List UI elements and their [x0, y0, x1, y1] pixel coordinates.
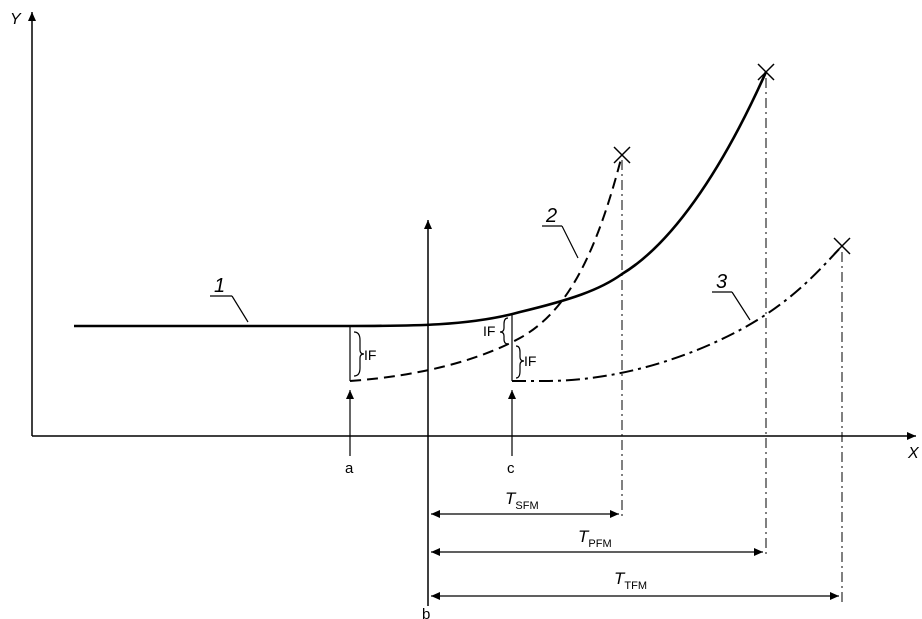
- if-label-a: IF: [364, 347, 376, 363]
- if-bracket-a: [349, 326, 365, 381]
- if-label-c-upper: IF: [483, 323, 495, 339]
- failure-marker-3: [833, 237, 851, 255]
- curve-1-solid: [74, 71, 768, 328]
- curve-2-dashed: [349, 154, 623, 382]
- interval-tfm-main: T: [614, 569, 626, 588]
- interval-pfm-sub: PFM: [588, 538, 611, 550]
- interval-sfm-label: TSFM: [505, 489, 539, 512]
- failure-marker-1: [757, 63, 775, 81]
- curve-3-pointer: [731, 291, 751, 321]
- interval-pfm-main: T: [578, 527, 590, 546]
- x-axis-label: X: [907, 445, 920, 462]
- interval-sfm-sub: SFM: [515, 500, 538, 512]
- interval-tfm-label: TTFM: [614, 569, 647, 592]
- if-bracket-c-upper: [499, 314, 513, 381]
- if-label-c-lower: IF: [524, 353, 536, 369]
- interval-sfm-main: T: [505, 489, 517, 508]
- interval-pfm-label: TPFM: [578, 527, 612, 550]
- if-bracket-c-lower: [515, 345, 525, 379]
- curve-1-pointer: [231, 295, 249, 323]
- y-axis-label: Y: [10, 11, 22, 28]
- failure-marker-2: [613, 146, 631, 164]
- event-a-label: a: [345, 460, 354, 477]
- curve-3-dashdot: [512, 245, 843, 382]
- curve-1-label: 1: [214, 275, 225, 297]
- curve-2-pointer: [561, 225, 579, 259]
- curve-3-label: 3: [716, 271, 727, 293]
- curve-2-label: 2: [545, 205, 557, 227]
- interval-tfm-sub: TFM: [624, 580, 647, 592]
- event-c-label: c: [507, 460, 515, 477]
- event-b-label: b: [422, 606, 430, 619]
